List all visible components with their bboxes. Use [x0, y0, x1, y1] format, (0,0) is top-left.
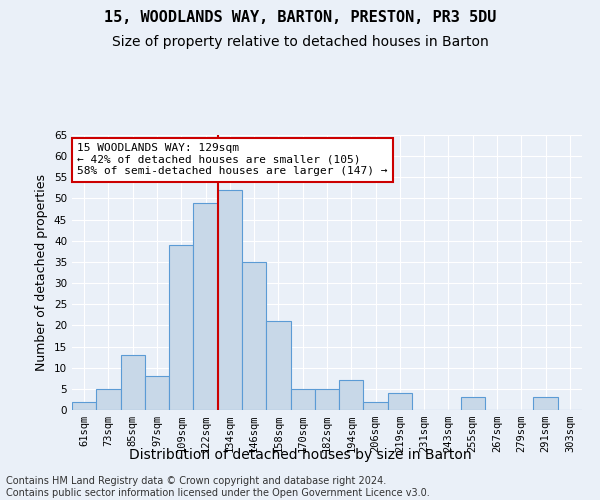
Bar	[461, 398, 485, 410]
Bar	[533, 398, 558, 410]
Text: 15, WOODLANDS WAY, BARTON, PRESTON, PR3 5DU: 15, WOODLANDS WAY, BARTON, PRESTON, PR3 …	[104, 10, 496, 25]
Bar	[72, 402, 96, 410]
Bar	[96, 389, 121, 410]
Bar	[266, 321, 290, 410]
Bar	[193, 202, 218, 410]
Bar	[339, 380, 364, 410]
Bar	[364, 402, 388, 410]
Text: Distribution of detached houses by size in Barton: Distribution of detached houses by size …	[128, 448, 472, 462]
Bar	[315, 389, 339, 410]
Text: Contains HM Land Registry data © Crown copyright and database right 2024.
Contai: Contains HM Land Registry data © Crown c…	[6, 476, 430, 498]
Text: Size of property relative to detached houses in Barton: Size of property relative to detached ho…	[112, 35, 488, 49]
Y-axis label: Number of detached properties: Number of detached properties	[35, 174, 49, 371]
Text: 15 WOODLANDS WAY: 129sqm
← 42% of detached houses are smaller (105)
58% of semi-: 15 WOODLANDS WAY: 129sqm ← 42% of detach…	[77, 143, 388, 176]
Bar	[145, 376, 169, 410]
Bar	[121, 355, 145, 410]
Bar	[218, 190, 242, 410]
Bar	[290, 389, 315, 410]
Bar	[169, 245, 193, 410]
Bar	[242, 262, 266, 410]
Bar	[388, 393, 412, 410]
